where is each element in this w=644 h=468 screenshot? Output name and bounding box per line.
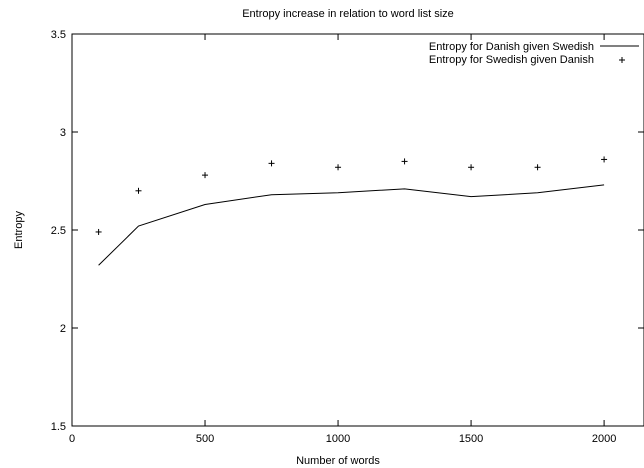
data-point-swedish-given-danish	[135, 187, 142, 194]
data-point-swedish-given-danish	[534, 164, 541, 171]
x-tick-label: 2000	[592, 433, 616, 445]
y-tick-label: 2	[60, 323, 66, 335]
x-tick-label: 1000	[326, 433, 350, 445]
data-point-swedish-given-danish	[468, 164, 475, 171]
y-tick-label: 3.5	[51, 29, 66, 41]
axes	[71, 33, 644, 427]
series-line-danish-given-swedish	[98, 184, 605, 266]
legend-label-series-1: Entropy for Danish given Swedish	[429, 41, 594, 53]
legend-marker-sample	[619, 57, 625, 63]
x-tick-label: 0	[69, 433, 75, 445]
data-point-swedish-given-danish	[202, 172, 209, 179]
data-point-swedish-given-danish	[95, 228, 102, 235]
x-tick-label: 500	[196, 433, 214, 445]
data-point-swedish-given-danish	[601, 156, 608, 163]
x-tick-label: 1500	[459, 433, 483, 445]
legend: Entropy for Danish given Swedish Entropy…	[429, 41, 639, 66]
ticks: 0 500 1000 1500 2000 1.5 2 2.5 3 3.5	[51, 29, 644, 445]
series-layer	[95, 156, 608, 266]
y-tick-label: 2.5	[51, 225, 66, 237]
y-tick-label: 3	[60, 127, 66, 139]
y-axis-label: Entropy	[13, 211, 25, 249]
chart-title: Entropy increase in relation to word lis…	[242, 8, 454, 20]
data-point-swedish-given-danish	[401, 158, 408, 165]
data-point-swedish-given-danish	[268, 160, 275, 167]
y-tick-label: 1.5	[51, 421, 66, 433]
legend-label-series-2: Entropy for Swedish given Danish	[429, 54, 594, 66]
x-axis-label: Number of words	[296, 455, 380, 467]
plot-frame	[71, 33, 644, 427]
data-point-swedish-given-danish	[335, 164, 342, 171]
